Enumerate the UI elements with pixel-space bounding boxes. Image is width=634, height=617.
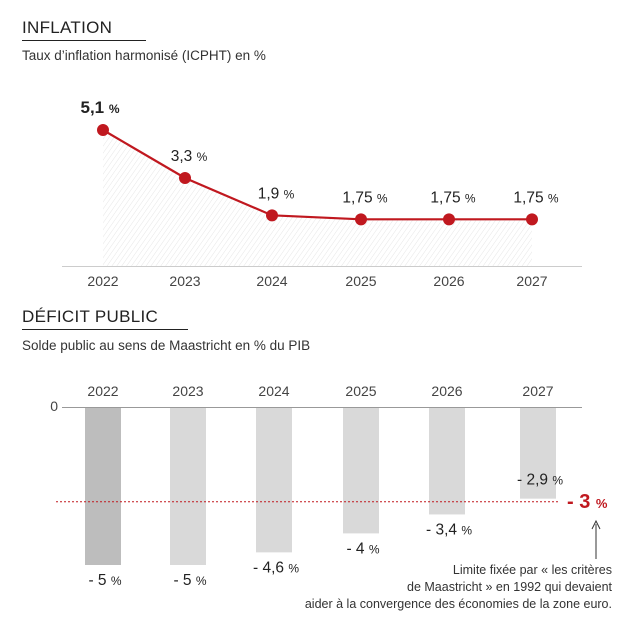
deficit-data-label-2023: - 5 %	[173, 572, 206, 589]
inflation-data-label-2023: 3,3 %	[171, 148, 208, 165]
deficit-bar-2022	[85, 408, 121, 565]
note-line-2: de Maastricht » en 1992 qui devaient	[407, 580, 612, 594]
inflation-point-2023	[179, 172, 191, 184]
inflation-subtitle: Taux d’inflation harmonisé (ICPHT) en %	[22, 48, 266, 63]
deficit-zero-label: 0	[50, 398, 58, 414]
inflation-point-2024	[266, 209, 278, 222]
inflation-title-rule	[22, 40, 146, 41]
note-line-1: Limite fixée par « les critères	[452, 563, 612, 577]
inflation-x-tick-2023: 2023	[169, 273, 200, 289]
inflation-x-tick-2026: 2026	[433, 273, 464, 289]
inflation-data-label-2027: 1,75 %	[513, 189, 558, 206]
inflation-point-2022	[97, 124, 109, 136]
inflation-title: INFLATION	[22, 18, 113, 37]
deficit-data-label-2022: - 5 %	[88, 572, 121, 589]
inflation-chart: 5,1 % 2022 3,3 % 2023 1,9 % 2024 1,75 % 2025 1,7…	[62, 98, 582, 289]
deficit-bar-2023	[170, 408, 206, 565]
inflation-x-tick-2025: 2025	[345, 273, 376, 289]
deficit-x-tick-2025: 2025	[345, 383, 376, 399]
deficit-x-tick-2027: 2027	[522, 383, 553, 399]
limit-pointer-arrowhead	[591, 519, 601, 530]
inflation-point-2025	[355, 213, 367, 226]
maastricht-note: Limite fixée par « les critères de Maast…	[305, 562, 612, 613]
deficit-data-label-2024: - 4,6 %	[253, 559, 299, 576]
deficit-title-rule	[22, 329, 188, 330]
deficit-x-tick-2022: 2022	[87, 383, 118, 399]
deficit-x-tick-2023: 2023	[172, 383, 203, 399]
inflation-series-line	[102, 129, 532, 221]
deficit-data-label-2025: - 4 %	[346, 540, 379, 557]
note-line-3: aider à la convergence des économies de …	[304, 597, 612, 611]
inflation-point-2026	[443, 213, 455, 226]
deficit-data-label-2026: - 3,4 %	[426, 521, 472, 538]
inflation-data-label-2022: 5,1 %	[80, 98, 119, 117]
deficit-x-tick-2026: 2026	[431, 383, 462, 399]
inflation-data-label-2026: 1,75 %	[430, 189, 475, 206]
inflation-x-tick-2022: 2022	[87, 273, 118, 289]
deficit-limit-label: - 3 %	[567, 491, 608, 513]
deficit-chart: 2022 2023 2024 2025 2026 2027 0 - 5 % - 5 % - 4,6…	[50, 383, 608, 589]
deficit-x-tick-2024: 2024	[258, 383, 289, 399]
deficit-bar-2026	[429, 408, 465, 515]
deficit-subtitle: Solde public au sens de Maastricht en % …	[22, 338, 311, 353]
deficit-bar-2025	[343, 408, 379, 534]
inflation-data-label-2025: 1,75 %	[342, 189, 387, 206]
deficit-data-label-2027: - 2,9 %	[517, 472, 563, 489]
inflation-x-tick-2027: 2027	[516, 273, 547, 289]
deficit-bar-2027	[520, 408, 556, 499]
deficit-title: DÉFICIT PUBLIC	[22, 307, 159, 326]
inflation-point-2027	[526, 213, 538, 226]
inflation-area	[103, 130, 532, 266]
inflation-x-tick-2024: 2024	[256, 273, 287, 289]
inflation-data-label-2024: 1,9 %	[258, 185, 295, 202]
deficit-bar-2024	[256, 408, 292, 553]
